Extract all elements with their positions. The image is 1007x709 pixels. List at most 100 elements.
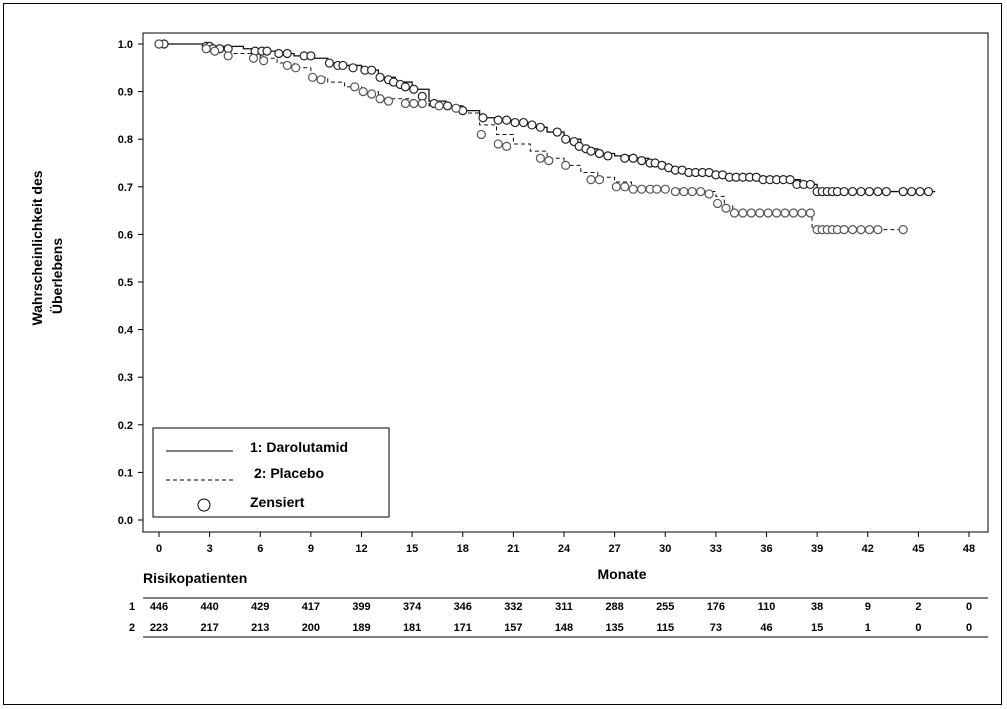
risk-table-cell: 213	[251, 622, 269, 634]
x-tick-label: 48	[963, 543, 975, 555]
y-tick-label: 0.0	[118, 515, 133, 527]
risk-table-cell: 0	[915, 622, 921, 634]
censor-marker-placebo	[712, 198, 723, 209]
censor-marker-placebo	[434, 101, 444, 111]
x-tick-label: 12	[355, 543, 367, 555]
censor-marker-placebo	[259, 56, 269, 66]
x-tick-label: 30	[659, 543, 671, 555]
censor-marker-darolutamid	[586, 146, 596, 156]
risk-table-cell: 399	[352, 601, 370, 613]
censor-marker-darolutamid	[620, 153, 630, 163]
censor-marker-darolutamid	[282, 48, 292, 59]
y-tick-label: 0.7	[118, 182, 133, 194]
censor-marker-placebo	[620, 182, 630, 192]
censor-marker-placebo	[282, 60, 292, 71]
censor-marker-darolutamid	[637, 156, 647, 166]
legend-label-darolutamid: 1: Darolutamid	[250, 439, 348, 455]
risk-table-cell: 46	[760, 622, 772, 634]
censor-marker-darolutamid	[915, 186, 925, 197]
censor-marker-placebo	[409, 98, 419, 109]
risk-values: 446 440 429 417 399 374 346 332 311 288 255 176 110 3…	[150, 601, 972, 634]
risk-table-cell: 148	[555, 622, 573, 634]
x-tick-label: 33	[710, 543, 722, 555]
censor-marker-placebo	[839, 225, 849, 235]
x-tick-label: 15	[406, 543, 418, 555]
risk-table-cell: 171	[454, 622, 472, 634]
censor-marker-placebo	[847, 225, 858, 235]
censor-marker-darolutamid	[552, 127, 562, 137]
x-axis-label: Monate	[598, 566, 647, 582]
risk-table: Risikopatienten 1 2 446 440 429 417 399 374 34…	[129, 570, 988, 638]
x-tick-label: 9	[308, 543, 314, 555]
censor-marker-placebo	[383, 96, 394, 106]
censor-marker-placebo	[660, 184, 670, 194]
censor-marker-darolutamid	[805, 179, 815, 190]
censor-marker-placebo	[687, 186, 697, 197]
y-tick-label: 0.1	[118, 467, 133, 479]
censor-marker-darolutamid	[262, 46, 272, 56]
risk-table-cell: 2	[915, 601, 921, 613]
x-tick-label: 36	[760, 543, 772, 555]
risk-table-cell: 429	[251, 601, 269, 613]
figure-frame	[3, 3, 1002, 705]
risk-table-cell: 288	[605, 601, 623, 613]
censor-marker-darolutamid	[338, 60, 348, 71]
legend: 1: Darolutamid 2: Placebo Zensiert	[152, 427, 390, 518]
censor-marker-placebo	[561, 160, 571, 170]
censor-marker-darolutamid	[409, 84, 419, 94]
x-tick-label: 3	[207, 543, 213, 555]
risk-table-cell: 374	[403, 601, 422, 613]
censor-marker-darolutamid	[535, 122, 545, 132]
censor-marker-placebo	[873, 225, 883, 235]
censor-marker-darolutamid	[785, 175, 795, 185]
censor-marker-placebo	[763, 208, 773, 218]
y-tick-label: 0.6	[118, 229, 133, 241]
y-axis-label-line2: Überlebens	[49, 238, 65, 314]
legend-censor-circle-icon	[197, 498, 211, 512]
x-tick-label: 45	[912, 543, 924, 555]
censor-marker-darolutamid	[561, 134, 571, 144]
censor-marker-darolutamid	[510, 117, 520, 128]
censor-marker-placebo	[367, 89, 377, 99]
censor-marker-darolutamid	[923, 186, 934, 197]
risk-table-cell: 38	[811, 601, 823, 613]
censor-marker-placebo	[864, 225, 875, 235]
censor-marker-placebo	[316, 75, 326, 85]
censor-marker-darolutamid	[864, 186, 875, 197]
censor-marker-placebo	[696, 186, 706, 197]
censor-marker-darolutamid	[518, 117, 529, 128]
censor-marker-placebo	[780, 208, 790, 218]
censor-marker-darolutamid	[478, 113, 488, 123]
risk-table-cell: 440	[200, 601, 218, 613]
risk-table-cell: 1	[865, 622, 871, 634]
censor-marker-darolutamid	[493, 115, 503, 125]
risk-table-cell: 217	[200, 622, 218, 634]
censor-marker-darolutamid	[856, 186, 866, 197]
censor-marker-darolutamid	[367, 65, 377, 75]
censor-marker-placebo	[652, 184, 662, 194]
censor-marker-darolutamid	[898, 186, 908, 197]
x-tick-label: 0	[156, 543, 162, 555]
risk-table-cell: 181	[403, 622, 421, 634]
risk-table-cell: 0	[966, 622, 972, 634]
censor-marker-placebo	[154, 39, 164, 49]
risk-table-cell: 9	[865, 601, 871, 613]
censor-marker-placebo	[210, 46, 220, 56]
censor-marker-darolutamid	[594, 148, 605, 159]
risk-table-cell: 223	[150, 622, 168, 634]
risk-table-cell: 110	[758, 601, 776, 613]
censor-marker-placebo	[586, 175, 596, 185]
axes: 0.00.10.20.30.40.50.60.70.80.91.00 3 6 9 12 1…	[118, 32, 989, 555]
censor-marker-placebo	[611, 182, 621, 192]
y-tick-label: 0.5	[118, 277, 133, 289]
censor-marker-darolutamid	[442, 101, 453, 111]
censor-marker-darolutamid	[306, 51, 316, 61]
censor-marker-placebo	[805, 208, 815, 218]
risk-table-cell: 0	[966, 601, 972, 613]
censor-marker-darolutamid	[847, 186, 858, 197]
censor-markers	[154, 39, 934, 235]
censor-marker-placebo	[637, 184, 647, 194]
censor-marker-placebo	[451, 103, 461, 113]
y-axis-label-line1: Wahrscheinlichkeit des	[29, 170, 45, 325]
